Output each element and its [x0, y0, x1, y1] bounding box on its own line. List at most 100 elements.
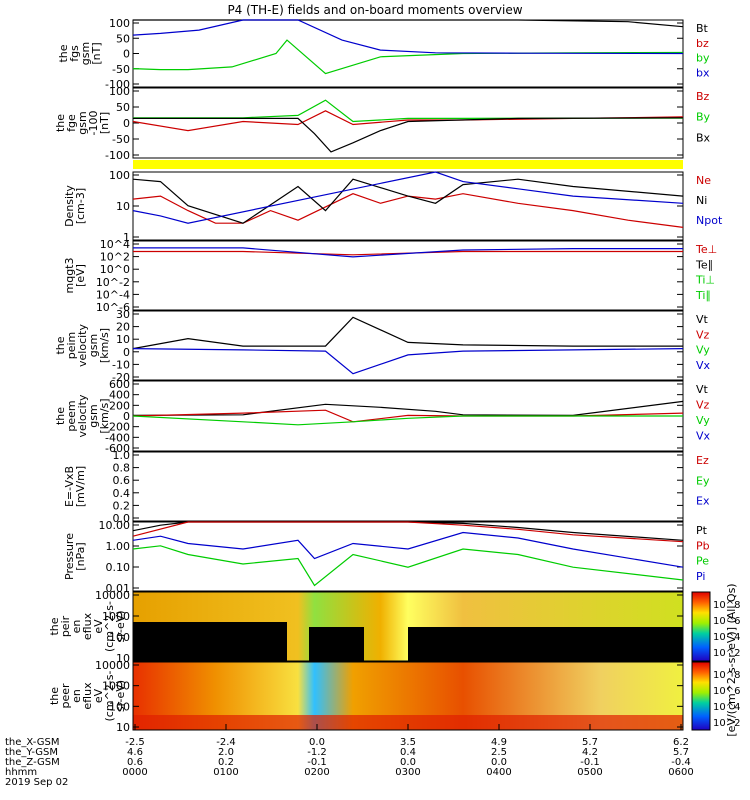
colorbar-tick: 10^6: [713, 616, 740, 627]
colorbar-tick: 10^4: [713, 702, 740, 713]
colorbar-scale: [691, 591, 711, 662]
panel-peer: 10000 1000 100 10 thepeerenefluxeV(cm^2-s-sr…: [48, 659, 684, 734]
y-axis-label: eV: [92, 688, 105, 703]
panel-frame: [132, 240, 684, 311]
x-tick-label: 0.0: [400, 757, 416, 768]
y-tick-label: -20: [112, 371, 130, 384]
y-tick-label: 10^0: [100, 263, 130, 276]
y-axis-label: the: [54, 336, 67, 354]
y-tick-label: -200: [105, 421, 130, 434]
legend-item: Ni: [696, 194, 707, 207]
legend-item: by: [696, 52, 710, 65]
y-axis-label: peer: [59, 683, 72, 709]
x-tick-label: 0.4: [400, 747, 416, 758]
y-axis-label: gsm: [76, 111, 89, 134]
y-axis-label: velocity: [76, 394, 89, 437]
y-axis-label: Density: [63, 185, 76, 227]
y-tick-label: 100: [109, 700, 130, 713]
y-tick-label: 50: [116, 101, 130, 114]
date-label: 2019 Sep 02: [5, 777, 68, 788]
x-row-label: the_Z-GSM: [5, 757, 60, 768]
y-tick-label: 10: [116, 333, 130, 346]
panel-frame: [132, 591, 684, 662]
x-tick-label: 4.6: [127, 747, 143, 758]
y-axis-label: the: [54, 407, 67, 425]
x-tick-label: 2.5: [491, 747, 507, 758]
y-tick-label: 20: [116, 321, 130, 334]
y-tick-label: -400: [105, 431, 130, 444]
y-axis-label: [km/s]: [98, 398, 111, 433]
legend-item: bz: [696, 37, 709, 50]
series-Vt: [132, 316, 683, 350]
y-axis-label: peim: [65, 332, 78, 360]
legend-item: Vx: [696, 430, 711, 443]
x-tick-label: -0.1: [580, 757, 600, 768]
y-axis-label: the: [48, 617, 61, 635]
panel-peir: 10000 1000 100 10 thepeirenefluxeV(cm^2-s-sr…: [48, 589, 684, 665]
legend-item: Ti⊥: [695, 274, 715, 287]
spectrogram-low-flux: [309, 627, 364, 661]
x-tick-label: 0200: [304, 767, 329, 778]
colorbar-tick: 10^8: [713, 600, 740, 611]
colorbar-tick: 10^6: [713, 686, 740, 697]
panel-frame: [132, 521, 684, 592]
legend-item: Ne: [696, 174, 711, 187]
x-tick-label: 4.9: [491, 737, 507, 748]
y-tick-label: 1: [123, 231, 130, 244]
y-axis-label: fge: [65, 114, 78, 132]
y-tick-label: 0.8: [113, 462, 131, 475]
y-tick-label: -600: [105, 442, 130, 455]
panel-pressure: 10.00 1.00 0.10 0.01 Pressure[nPa] Pt Pb Pe Pi: [63, 519, 710, 595]
y-axis-label: sr-eV): [114, 610, 127, 642]
panel-density: 100 10 1 Density[cm-3] Ne Ni Npot: [63, 169, 723, 244]
y-axis-label: gsm: [79, 42, 92, 65]
y-axis-label: [km/s]: [98, 328, 111, 363]
legend-item: Vt: [696, 313, 709, 326]
legend-item: Bz: [696, 90, 710, 103]
y-tick-label: -50: [112, 63, 130, 76]
y-axis-label: eflux: [81, 682, 94, 710]
x-tick-label: 0.6: [127, 757, 143, 768]
y-tick-label: 10^-2: [96, 276, 130, 289]
colorbar: 10^8 10^6 10^4 10^2: [691, 661, 740, 731]
legend-item: Vy: [696, 344, 710, 357]
y-axis-label: the: [57, 44, 70, 62]
panel-E-field: 1.00.80.60.40.20.0 E=-VxB[mV/m] Ez Ey Ex: [63, 449, 710, 525]
y-tick-label: 0: [123, 346, 130, 359]
y-tick-label: 10000: [95, 659, 130, 672]
legend-item: Pt: [696, 524, 708, 537]
x-tick-label: 0.0: [491, 757, 507, 768]
x-row-label: the_X-GSM: [5, 737, 59, 748]
y-axis-label: the: [48, 687, 61, 705]
panel-frame: [132, 87, 684, 159]
x-tick-label: 3.5: [400, 737, 416, 748]
series-Npot: [132, 171, 684, 224]
series-Vy: [132, 415, 683, 426]
y-tick-label: 0.01: [106, 582, 131, 595]
y-axis-label: [cm-3]: [74, 188, 87, 224]
panel-frame: [132, 451, 684, 522]
series-Bt: [133, 19, 684, 28]
y-axis-label: peem: [65, 400, 78, 431]
y-axis-label: [eV]: [74, 264, 87, 287]
y-tick-label: 200: [109, 399, 130, 412]
y-tick-label: 10: [116, 652, 130, 665]
y-tick-label: 10^-4: [96, 288, 130, 301]
x-tick-label: 6.2: [673, 737, 689, 748]
y-tick-label: 0: [123, 410, 130, 423]
y-axis-label: (cm^2-s-: [103, 671, 116, 722]
spectrogram-band: [133, 715, 683, 730]
y-axis-label: gsm: [87, 334, 100, 357]
x-tick-label: 0500: [577, 767, 602, 778]
x-tick-label: -1.2: [307, 747, 327, 758]
y-tick-label: 100: [109, 17, 130, 30]
spectrogram-low-flux: [133, 622, 287, 661]
colorbar-tick: 10^2: [713, 718, 740, 729]
y-tick-label: 0.0: [113, 512, 131, 525]
y-tick-label: 0: [123, 48, 130, 61]
y-axis-label: fgs: [68, 45, 81, 62]
y-axis-label: [nT]: [90, 42, 103, 64]
